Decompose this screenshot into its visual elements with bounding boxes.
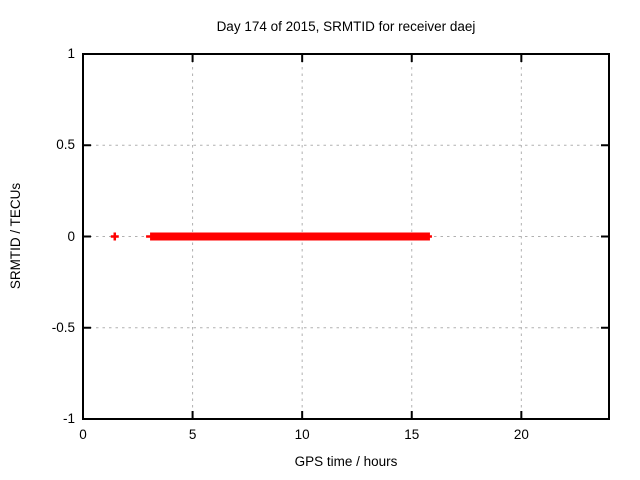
y-tick-label: 1 xyxy=(67,46,75,61)
y-tick-label: 0.5 xyxy=(56,137,75,153)
data-series-dense-run xyxy=(150,232,430,241)
x-tick-label: 10 xyxy=(294,427,310,442)
data-point-marker xyxy=(110,232,119,241)
x-tick-label: 15 xyxy=(404,427,420,442)
x-tick-label: 5 xyxy=(188,427,197,442)
x-tick-label: 0 xyxy=(79,427,87,442)
y-tick-label: 0 xyxy=(67,228,75,244)
y-tick-label: -1 xyxy=(62,411,75,426)
plot-border xyxy=(82,53,610,420)
x-axis-label: GPS time / hours xyxy=(294,454,398,469)
x-tick-label: 20 xyxy=(513,427,529,442)
y-tick-label: -0.5 xyxy=(51,319,75,335)
chart-title: Day 174 of 2015, SRMTID for receiver dae… xyxy=(216,19,476,34)
